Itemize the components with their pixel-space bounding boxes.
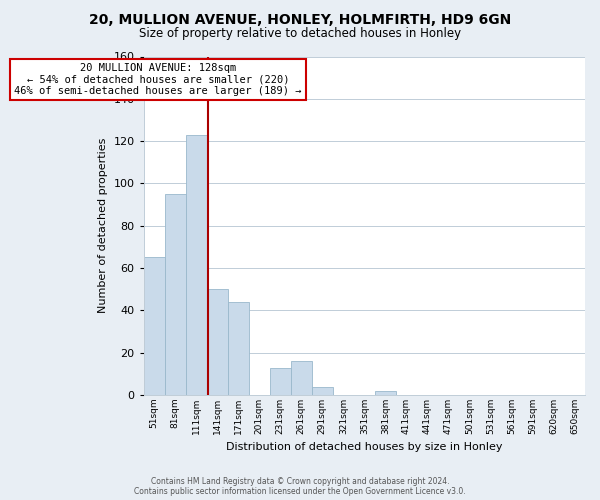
Bar	[186, 135, 207, 395]
Text: Contains HM Land Registry data © Crown copyright and database right 2024.
Contai: Contains HM Land Registry data © Crown c…	[134, 476, 466, 496]
Text: 20 MULLION AVENUE: 128sqm
← 54% of detached houses are smaller (220)
46% of semi: 20 MULLION AVENUE: 128sqm ← 54% of detac…	[14, 63, 302, 96]
Bar	[143, 258, 165, 395]
Bar	[291, 361, 312, 395]
Bar	[207, 289, 228, 395]
Y-axis label: Number of detached properties: Number of detached properties	[98, 138, 108, 314]
Bar	[312, 386, 333, 395]
Bar	[270, 368, 291, 395]
Text: 20, MULLION AVENUE, HONLEY, HOLMFIRTH, HD9 6GN: 20, MULLION AVENUE, HONLEY, HOLMFIRTH, H…	[89, 12, 511, 26]
X-axis label: Distribution of detached houses by size in Honley: Distribution of detached houses by size …	[226, 442, 503, 452]
Bar	[228, 302, 249, 395]
Text: Size of property relative to detached houses in Honley: Size of property relative to detached ho…	[139, 28, 461, 40]
Bar	[165, 194, 186, 395]
Bar	[375, 391, 396, 395]
